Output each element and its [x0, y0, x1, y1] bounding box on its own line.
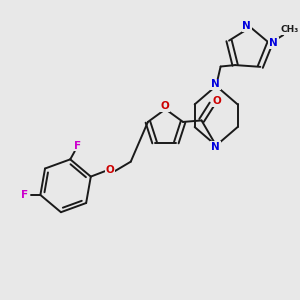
Text: N: N — [242, 21, 251, 31]
Text: O: O — [106, 165, 114, 175]
Text: N: N — [211, 80, 220, 89]
Text: CH₃: CH₃ — [280, 25, 299, 34]
Text: F: F — [74, 141, 81, 151]
Text: N: N — [269, 38, 278, 48]
Text: O: O — [160, 101, 169, 111]
Text: N: N — [211, 142, 220, 152]
Text: O: O — [212, 96, 221, 106]
Text: F: F — [21, 190, 28, 200]
